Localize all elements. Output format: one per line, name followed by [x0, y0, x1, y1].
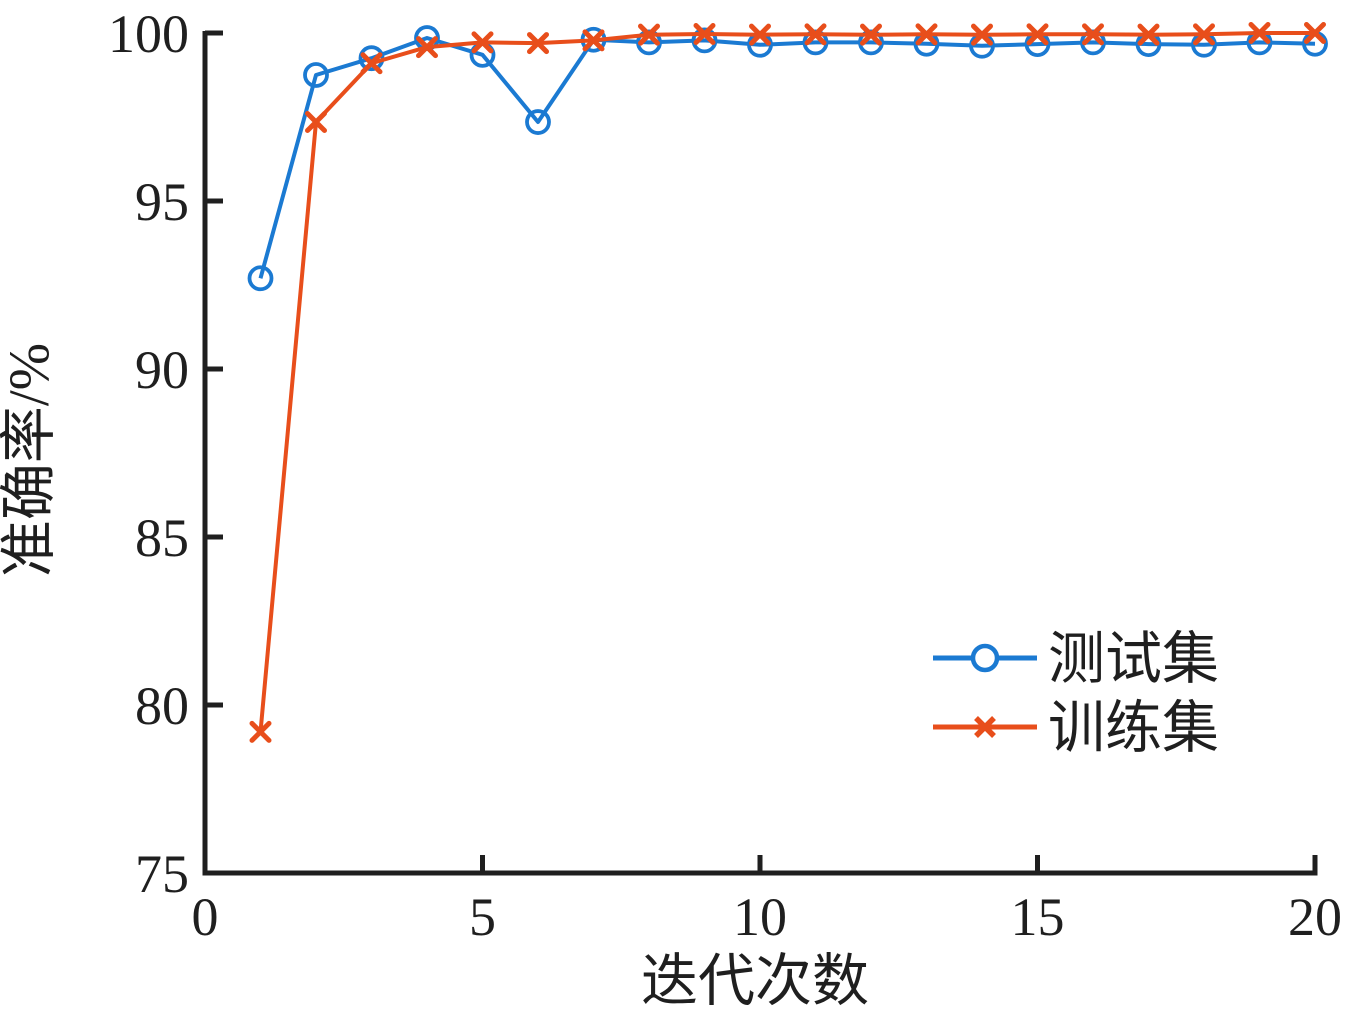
- axis-ticks: [202, 30, 1318, 876]
- x-marker-icon: [971, 23, 993, 46]
- y-tick-label: 100: [108, 4, 189, 64]
- y-tick-label: 75: [135, 844, 189, 904]
- circle-marker-icon: [303, 62, 329, 88]
- data-series: [247, 22, 1328, 743]
- x-marker-icon: [527, 32, 549, 55]
- legend-label-train: 训练集: [1048, 697, 1219, 760]
- x-marker-icon: [638, 23, 660, 46]
- legend: 测试集 训练集: [933, 628, 1219, 760]
- x-tick-label: 0: [192, 887, 219, 947]
- x-marker-icon: [1304, 22, 1326, 44]
- x-tick-label: 5: [469, 887, 496, 947]
- x-marker-icon: [915, 23, 938, 46]
- legend-circle-marker-icon: [970, 643, 1000, 673]
- x-tick-label: 15: [1011, 887, 1065, 947]
- legend-entry-train: 训练集: [933, 697, 1219, 760]
- circle-marker-icon: [525, 109, 551, 135]
- x-marker-icon: [1137, 23, 1160, 46]
- x-marker-icon: [1026, 23, 1049, 46]
- circle-marker-icon: [247, 265, 274, 292]
- x-marker-icon: [582, 29, 605, 52]
- x-marker-icon: [1193, 23, 1215, 46]
- x-marker-icon: [693, 23, 716, 46]
- legend-x-marker-icon: [974, 716, 996, 738]
- x-marker-icon: [1248, 22, 1271, 44]
- y-tick-label: 80: [135, 676, 189, 736]
- y-tick-label: 85: [135, 508, 189, 568]
- legend-entry-test: 测试集: [933, 628, 1219, 691]
- legend-label-test: 测试集: [1048, 628, 1219, 691]
- x-marker-icon: [471, 31, 494, 54]
- x-marker-icon: [249, 720, 272, 743]
- y-tick-label: 95: [135, 172, 189, 232]
- x-marker-icon: [804, 23, 827, 46]
- x-marker-icon: [360, 52, 383, 75]
- x-marker-icon: [305, 111, 327, 134]
- y-axis-label: 准确率/%: [0, 343, 61, 577]
- x-marker-icon: [416, 36, 438, 59]
- x-tick-label: 20: [1288, 887, 1342, 947]
- x-axis-label: 迭代次数: [641, 950, 869, 1013]
- y-tick-label: 90: [135, 340, 189, 400]
- x-tick-label: 10: [733, 887, 787, 947]
- x-marker-icon: [860, 23, 882, 46]
- circle-marker-icon: [691, 27, 718, 54]
- axis-tick-labels: 75 80 85 90 95 100 0 5 10 15 20: [108, 4, 1342, 947]
- x-marker-icon: [1082, 23, 1104, 46]
- x-marker-icon: [749, 23, 771, 46]
- series-line-1: [258, 31, 1315, 733]
- series-line-0: [258, 36, 1316, 279]
